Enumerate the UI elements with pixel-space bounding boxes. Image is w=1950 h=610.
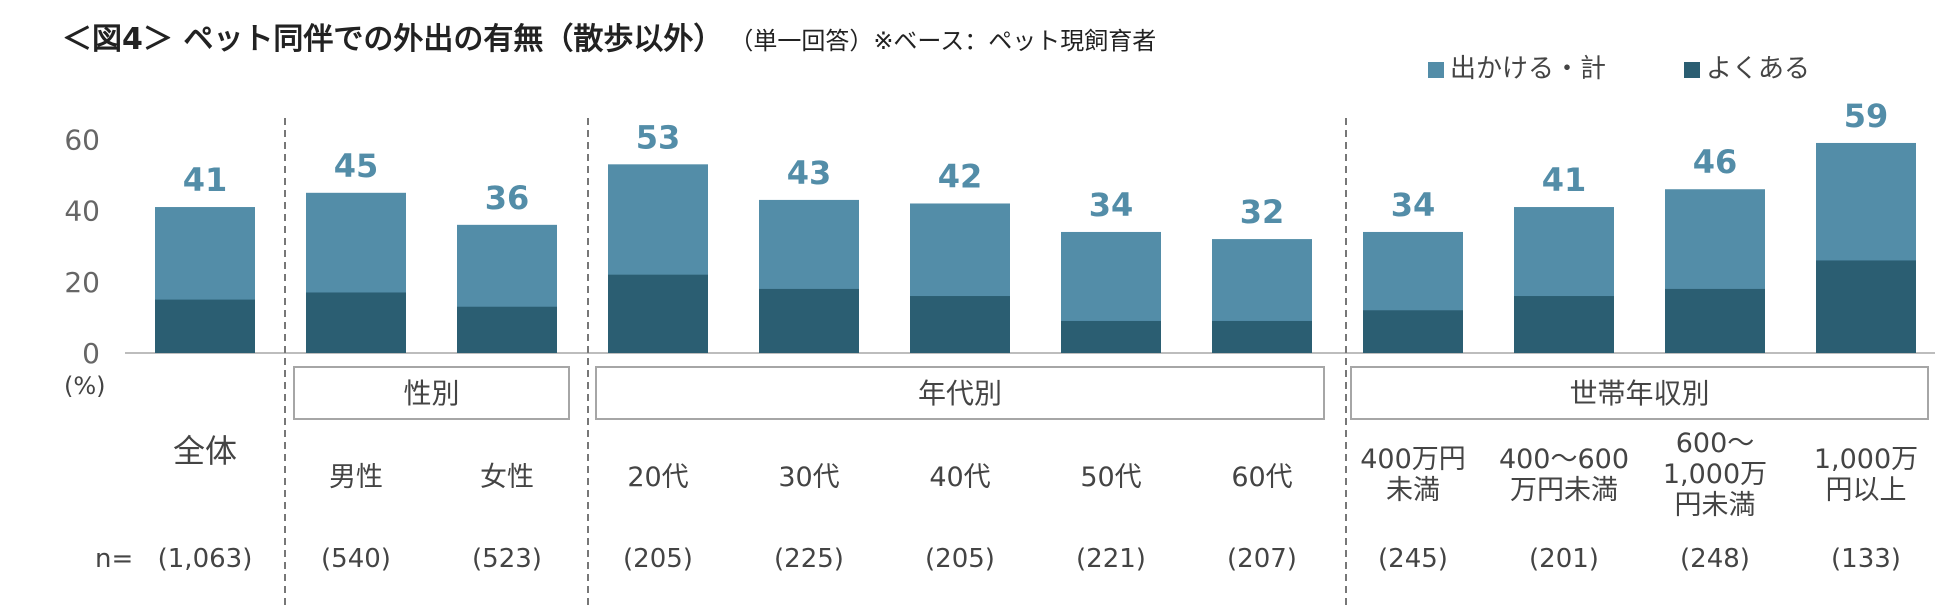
category-label: 400万円 bbox=[1360, 444, 1466, 475]
data-label-total: 43 bbox=[787, 154, 832, 192]
n-count-label: (248) bbox=[1680, 544, 1750, 574]
category-label: 円未満 bbox=[1675, 490, 1756, 521]
legend-label-often: よくある bbox=[1706, 54, 1811, 84]
data-label-total: 41 bbox=[1542, 161, 1587, 199]
category-label: 全体 bbox=[173, 432, 237, 470]
category-label: 円以上 bbox=[1826, 475, 1907, 506]
data-label-total: 34 bbox=[1391, 186, 1436, 224]
n-count-label: (201) bbox=[1529, 544, 1599, 574]
category-label: 20代 bbox=[627, 462, 688, 493]
n-count-label: (245) bbox=[1378, 544, 1448, 574]
group-label: 年代別 bbox=[918, 377, 1002, 410]
n-count-label: (225) bbox=[774, 544, 844, 574]
y-tick-label: 60 bbox=[64, 123, 100, 156]
data-label-total: 45 bbox=[334, 147, 379, 185]
bar-often bbox=[910, 296, 1010, 353]
data-label-total: 59 bbox=[1844, 97, 1889, 135]
chart-title: ＜図4＞ ペット同伴での外出の有無（散歩以外） （単一回答）※ベース：ペット現飼育… bbox=[62, 14, 1156, 58]
category-label: 400～600 bbox=[1499, 444, 1629, 475]
data-label-total: 32 bbox=[1240, 193, 1285, 231]
y-axis-unit: (%) bbox=[64, 372, 106, 400]
category-label: 1,000万 bbox=[1814, 444, 1918, 475]
category-label: 未満 bbox=[1386, 475, 1440, 506]
bar-often bbox=[1061, 320, 1161, 353]
bar-often bbox=[155, 299, 255, 353]
n-prefix-label: n= bbox=[95, 544, 133, 574]
data-label-total: 46 bbox=[1693, 143, 1738, 181]
data-label-total: 53 bbox=[636, 118, 681, 156]
chart-subtitle: （単一回答）※ベース：ペット現飼育者 bbox=[741, 27, 1157, 55]
category-label: 40代 bbox=[929, 462, 990, 493]
group-label: 性別 bbox=[403, 377, 459, 410]
bar-often bbox=[306, 292, 406, 353]
bar-often bbox=[759, 288, 859, 353]
category-label: 30代 bbox=[778, 462, 839, 493]
category-label: 50代 bbox=[1080, 462, 1141, 493]
bar-often bbox=[1816, 260, 1916, 353]
category-label: 60代 bbox=[1231, 462, 1292, 493]
category-label: 600～ bbox=[1676, 428, 1755, 459]
bar-often bbox=[1665, 288, 1765, 353]
y-tick-label: 20 bbox=[64, 266, 100, 299]
legend-swatch-often bbox=[1684, 62, 1700, 78]
group-box bbox=[595, 366, 1325, 420]
bar-often bbox=[608, 274, 708, 353]
n-count-label: (207) bbox=[1227, 544, 1297, 574]
bar-often bbox=[1363, 310, 1463, 353]
legend-swatch-total bbox=[1428, 62, 1444, 78]
bar-often bbox=[1514, 296, 1614, 353]
n-count-label: (205) bbox=[925, 544, 995, 574]
data-label-total: 34 bbox=[1089, 186, 1134, 224]
legend-label-total: 出かける・計 bbox=[1450, 54, 1607, 84]
y-tick-label: 0 bbox=[82, 337, 100, 370]
title-text: ＜図4＞ ペット同伴での外出の有無（散歩以外） bbox=[62, 22, 724, 57]
data-label-total: 42 bbox=[938, 157, 983, 195]
group-label: 世帯年収別 bbox=[1569, 377, 1709, 410]
category-label: 万円未満 bbox=[1510, 475, 1618, 506]
n-count-label: (133) bbox=[1831, 544, 1901, 574]
n-count-label: (523) bbox=[472, 544, 542, 574]
group-box bbox=[1350, 366, 1929, 420]
bar-often bbox=[1212, 320, 1312, 353]
group-box bbox=[293, 366, 570, 420]
data-label-total: 36 bbox=[485, 179, 530, 217]
category-label: 1,000万 bbox=[1663, 459, 1767, 490]
n-count-label: (221) bbox=[1076, 544, 1146, 574]
n-count-label: (540) bbox=[321, 544, 391, 574]
n-count-label: (1,063) bbox=[158, 544, 253, 574]
legend-item-often: よくある bbox=[1684, 48, 1810, 85]
bar-often bbox=[457, 306, 557, 353]
category-label: 男性 bbox=[329, 462, 383, 493]
n-count-label: (205) bbox=[623, 544, 693, 574]
legend-item-total: 出かける・計 bbox=[1428, 48, 1606, 85]
data-label-total: 41 bbox=[183, 161, 228, 199]
y-tick-label: 40 bbox=[64, 195, 100, 228]
category-label: 女性 bbox=[480, 462, 534, 493]
